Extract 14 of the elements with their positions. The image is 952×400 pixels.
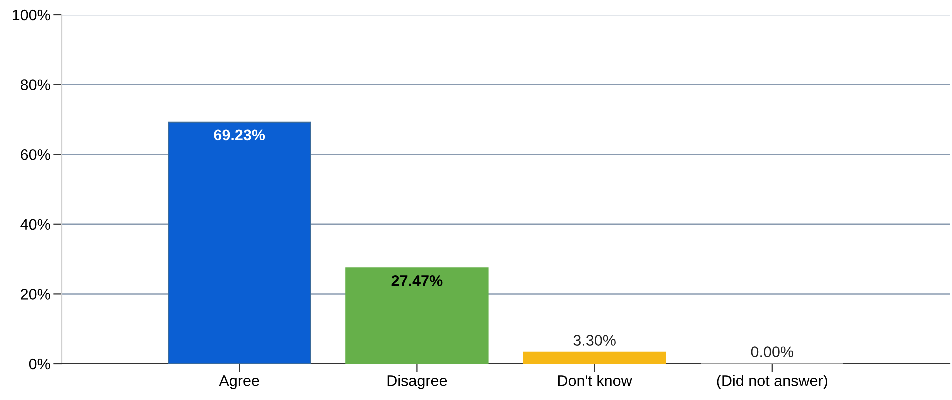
y-tick-label: 20% <box>21 289 50 300</box>
data-label: 3.30% <box>574 335 616 346</box>
data-label: 27.47% <box>392 276 443 286</box>
x-tick-label: Agree <box>219 376 260 390</box>
data-label: 69.23% <box>214 130 266 141</box>
y-tick-label: 60% <box>21 149 50 160</box>
data-label: 0.00% <box>751 346 794 358</box>
y-tick-label: 100% <box>12 10 50 21</box>
x-tick-label: Don't know <box>558 375 632 386</box>
y-tick-label: 40% <box>20 219 50 230</box>
x-tick-label: (Did not answer) <box>717 375 828 390</box>
x-tick-label: Disagree <box>388 375 448 390</box>
y-tick-label: 0% <box>29 358 50 370</box>
y-tick-label: 80% <box>20 80 50 90</box>
